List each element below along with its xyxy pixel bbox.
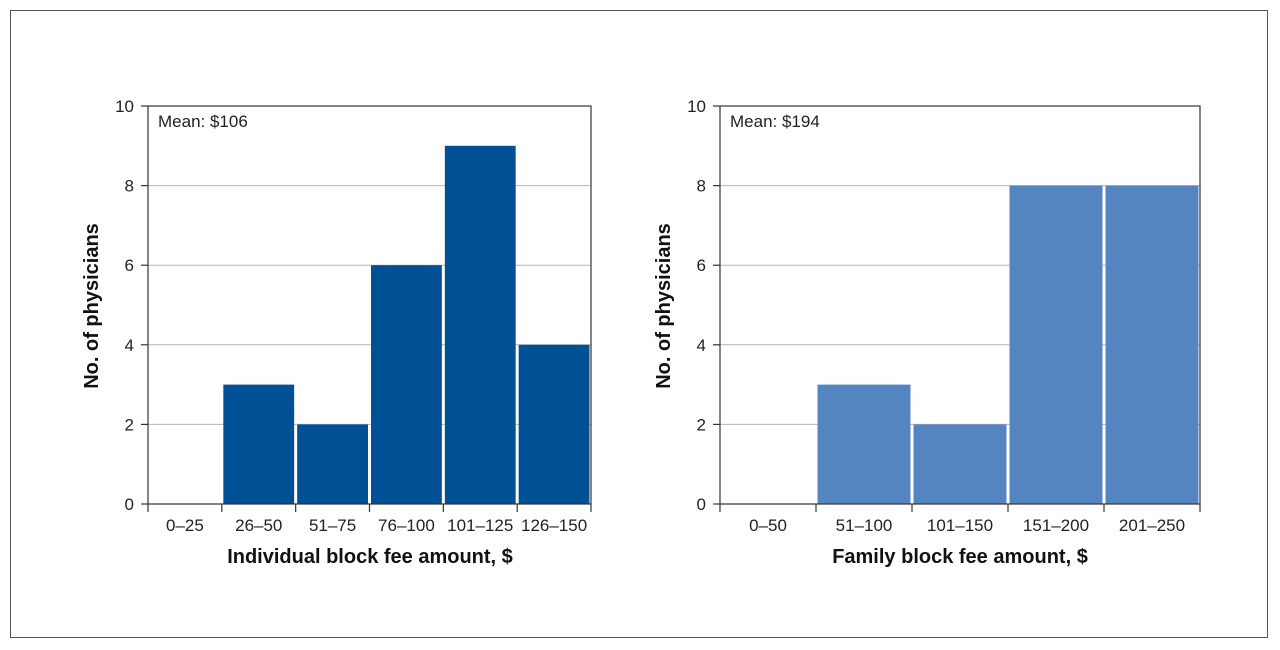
chart-1-plot: 0 2 4 6 8 10 0–25 26–50 51–75 76–100 101–125 126–15… [115, 97, 592, 535]
chart-2-x-tick-label: 0–50 [749, 516, 787, 535]
chart-1-y-tick-label: 10 [115, 97, 134, 116]
chart-1-y-tick-label: 8 [125, 177, 134, 196]
chart-2-bar-4 [1009, 185, 1103, 504]
chart-2-x-tick-label: 51–100 [836, 516, 893, 535]
chart-1-x-tick-label: 126–150 [521, 516, 587, 535]
chart-1-bar-3 [297, 424, 368, 504]
chart-1-x-tick-label: 26–50 [235, 516, 282, 535]
chart-2-y-tick-label: 2 [697, 415, 706, 434]
chart-2-y-axis-title: No. of physicians [653, 223, 675, 389]
chart-1-y-axis-title: No. of physicians [81, 223, 103, 389]
chart-2-y-tick-label: 10 [687, 97, 706, 116]
chart-1-y-tick-label: 2 [125, 415, 134, 434]
chart-1-bar-6 [518, 344, 590, 504]
chart-2-plot-frame [719, 105, 1201, 505]
chart-2-y-tick-label: 8 [697, 177, 706, 196]
chart-2-bar-2 [817, 384, 911, 504]
chart-1-y-tick-label: 6 [125, 256, 134, 275]
chart-2-x-tick-label: 201–250 [1119, 516, 1185, 535]
chart-2-plot: 0 2 4 6 8 10 0–50 51–100 101–150 151–200 201–250 [687, 97, 1201, 535]
chart-1-x-tick-label: 76–100 [378, 516, 435, 535]
chart-1-mean-annotation: Mean: $106 [158, 112, 248, 131]
chart-2-y-tick-label: 6 [697, 256, 706, 275]
chart-1-y-tick-label: 0 [125, 495, 134, 514]
chart-2-x-tick-label: 101–150 [927, 516, 993, 535]
chart-1-x-tick-label: 0–25 [166, 516, 204, 535]
chart-2-x-axis-title: Family block fee amount, $ [832, 546, 1088, 568]
chart-1-x-tick-label: 51–75 [309, 516, 356, 535]
chart-1-bar-4 [371, 265, 442, 504]
chart-2-y-tick-label: 4 [697, 336, 706, 355]
chart-1-x-tick-label: 101–125 [447, 516, 513, 535]
chart-1-bar-5 [444, 145, 516, 505]
chart-2-x-tick-label: 151–200 [1023, 516, 1089, 535]
chart-2-bar-3 [913, 424, 1007, 504]
chart-2-y-tick-label: 0 [697, 495, 706, 514]
chart-2-bar-5 [1105, 185, 1199, 504]
chart-1-y-tick-label: 4 [125, 336, 134, 355]
chart-1-bar-2 [223, 384, 295, 504]
chart-1-x-axis-title: Individual block fee amount, $ [227, 546, 513, 568]
chart-2-mean-annotation: Mean: $194 [730, 112, 820, 131]
